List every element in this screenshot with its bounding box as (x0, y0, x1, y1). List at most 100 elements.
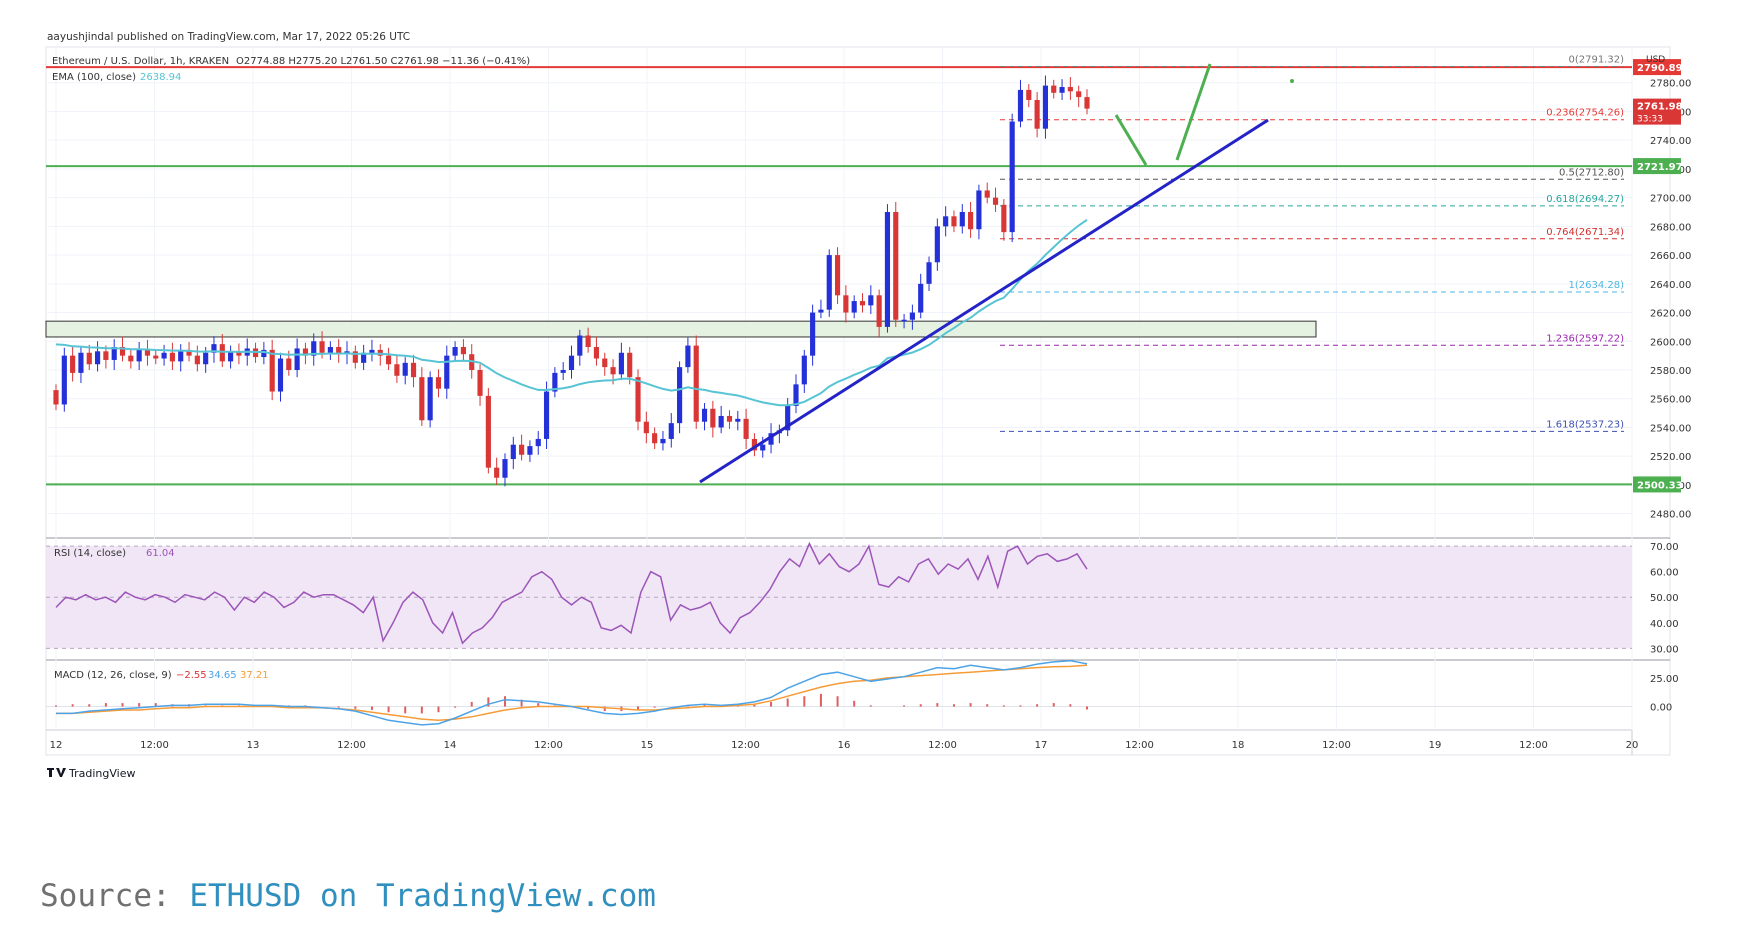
candle-body (1051, 85, 1057, 93)
candle-body (1001, 204, 1007, 233)
candle-body (884, 212, 891, 327)
candle-body (876, 295, 882, 327)
candle-body (668, 423, 674, 439)
candle-body (519, 444, 525, 455)
time-axis-label: 14 (444, 740, 457, 751)
rsi-axis-label: 40.00 (1650, 619, 1679, 630)
candle-body (593, 347, 600, 359)
candle-body (901, 319, 907, 322)
candle-body (369, 349, 375, 353)
candle-body (818, 309, 824, 313)
candle-body (1017, 89, 1024, 122)
macd-line (56, 659, 1088, 726)
price-axis-label: 2540.00 (1650, 423, 1691, 434)
trendline-support (699, 118, 1269, 484)
candle-body (868, 295, 874, 306)
candle-body (61, 355, 67, 405)
candle-body (543, 391, 550, 439)
candle-body (701, 408, 708, 422)
candle-body (527, 446, 533, 455)
candle-body (294, 348, 300, 370)
candle-body (128, 355, 134, 362)
time-axis-label: 12:00 (1519, 740, 1548, 751)
candle-body (485, 395, 491, 468)
candle-body (826, 255, 832, 310)
macd-legend-value-signal: 37.21 (240, 670, 269, 681)
candle-body (610, 367, 616, 375)
candle-body (169, 352, 175, 362)
candle-body (302, 348, 309, 356)
price-axis-label: 2480.00 (1650, 510, 1691, 521)
fib-level-label: 0.236(2754.26) (1546, 108, 1624, 119)
price-axis-label: 2520.00 (1650, 452, 1691, 463)
time-axis-label: 13 (247, 740, 260, 751)
published-by-text: aayushjindal published on TradingView.co… (47, 31, 410, 43)
candle-body (743, 418, 749, 439)
time-axis-label: 12:00 (731, 740, 760, 751)
time-axis-label: 12:00 (337, 740, 366, 751)
level-price-tag-text: 2500.33 (1637, 480, 1683, 491)
candle-body (361, 352, 367, 363)
candle-body (1059, 87, 1065, 93)
fib-level-label: 1.618(2537.23) (1546, 419, 1624, 430)
candle-body (976, 190, 982, 230)
rsi-legend-value: 61.04 (146, 548, 175, 559)
price-axis-label: 2700.00 (1650, 194, 1691, 205)
time-axis-label: 12:00 (928, 740, 957, 751)
time-axis-label: 18 (1232, 740, 1245, 751)
macd-legend-label: MACD (12, 26, close, 9) (54, 670, 172, 681)
candle-body (793, 384, 799, 406)
tradingview-logo: TradingView (47, 767, 135, 780)
candle-body (652, 433, 658, 444)
rsi-legend-label: RSI (14, close) (54, 548, 126, 559)
candle-body (1009, 121, 1015, 233)
level-price-tag (1633, 59, 1681, 76)
rsi-pane (46, 541, 1632, 649)
price-pane: 0(2791.32) 0.236(2754.26) 0.5(2712.80) 0.61… (45, 54, 1632, 487)
candle-body (153, 355, 159, 359)
candle-body (286, 358, 292, 370)
ohlc-legend: O2774.88 H2775.20 L2761.50 C2761.98 −11.… (236, 56, 530, 67)
candle-body (893, 212, 899, 320)
candle-body (78, 352, 84, 373)
candle-body (386, 355, 392, 365)
forecast-path-down (1114, 114, 1148, 166)
currency-label: USD (1646, 55, 1665, 65)
candle-body (119, 347, 126, 356)
current-price-text: 2761.98 (1637, 102, 1683, 113)
rsi-axis-label: 60.00 (1650, 568, 1679, 579)
candle-body (934, 226, 940, 263)
time-axis-label: 12:00 (534, 740, 563, 751)
candle-body (859, 301, 866, 306)
time-axis-label: 16 (838, 740, 851, 751)
fib-level-label: 0.764(2671.34) (1546, 227, 1624, 238)
candle-body (435, 377, 442, 389)
source-caption: Source: ETHUSD on TradingView.com (40, 878, 656, 914)
time-axis-label: 17 (1035, 740, 1048, 751)
time-axis-label: 12:00 (140, 740, 169, 751)
candle-body (710, 408, 716, 428)
candle-body (535, 438, 541, 447)
candle-body (203, 352, 209, 365)
source-link[interactable]: ETHUSD on TradingView.com (189, 878, 656, 914)
candle-body (618, 352, 624, 375)
candle-body (460, 347, 466, 355)
candle-body (336, 347, 342, 355)
candle-body (560, 370, 566, 373)
level-price-tag-text: 2721.97 (1637, 162, 1683, 173)
candle-body (494, 467, 500, 478)
candle-body (718, 415, 724, 428)
candle-body (568, 355, 575, 370)
source-prefix: Source: (40, 878, 190, 914)
candle-body (693, 345, 699, 422)
level-price-tag (1633, 476, 1681, 493)
candle-body (236, 351, 242, 356)
candle-body (94, 351, 101, 365)
candle-body (144, 349, 151, 356)
candle-body (726, 415, 733, 422)
price-axis-label: 2640.00 (1650, 280, 1691, 291)
price-axis-label: 2680.00 (1650, 222, 1691, 233)
time-axis-label: 15 (641, 740, 654, 751)
chart-frame (45, 46, 1671, 756)
candle-body (352, 351, 358, 363)
